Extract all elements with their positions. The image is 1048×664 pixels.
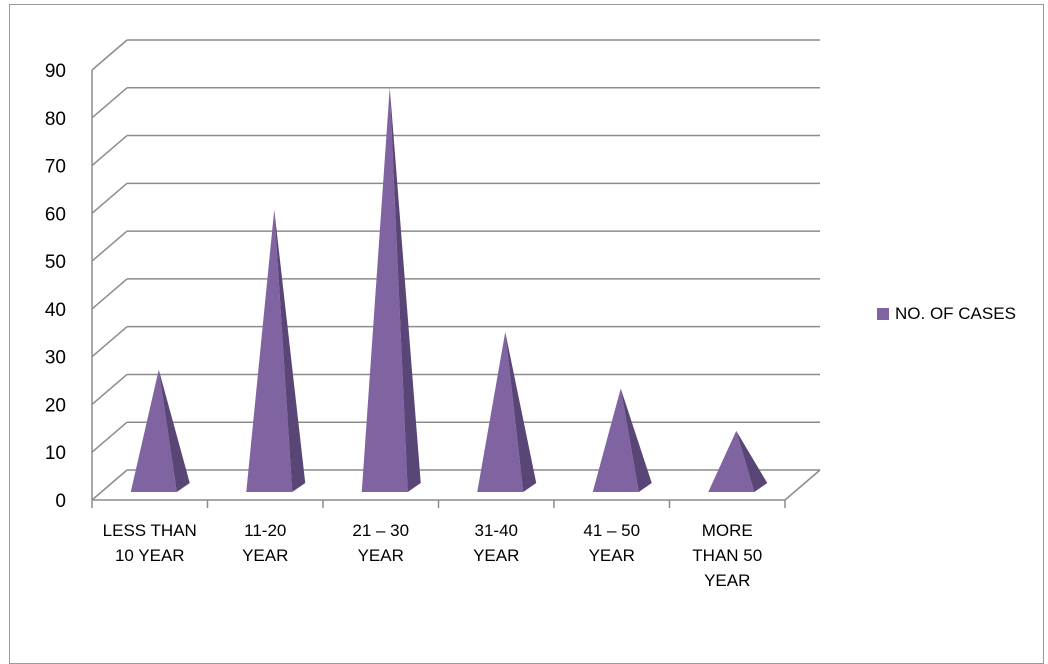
x-tick-label: LESS THAN xyxy=(103,521,197,540)
grid-depth-line xyxy=(91,421,128,453)
pyramid-side-face xyxy=(736,430,768,492)
y-tick-label: 70 xyxy=(45,157,66,178)
x-tick-label: 41 – 50 xyxy=(583,521,640,540)
pyramid-side-face xyxy=(620,388,652,492)
chart-frame xyxy=(9,4,1044,664)
floor-right-edge xyxy=(784,469,821,501)
y-tick-label: 80 xyxy=(45,109,66,130)
pyramid-front-face xyxy=(246,209,293,492)
legend-label: NO. OF CASES xyxy=(895,304,1016,323)
pyramid-side-face xyxy=(274,209,306,492)
x-tick-label: YEAR xyxy=(589,546,635,565)
y-tick-label: 60 xyxy=(45,204,66,225)
pyramid-chart: 0 10 20 30 40 50 60 70 80 90 LESS THAN 10 YEAR 11-20… xyxy=(45,39,821,590)
y-tick-label: 50 xyxy=(45,252,66,273)
legend-swatch xyxy=(877,308,889,320)
x-tick-label: YEAR xyxy=(704,571,750,590)
pyramid-side-face xyxy=(505,331,537,492)
grid-depth-line xyxy=(91,469,128,501)
grid-depth-line xyxy=(91,230,128,262)
x-tick-label: MORE xyxy=(702,521,753,540)
pyramid-side-face xyxy=(389,87,421,492)
y-tick-label: 20 xyxy=(45,395,66,416)
pyramid-front-face xyxy=(130,369,177,492)
y-tick-label: 90 xyxy=(45,61,66,82)
pyramid-front-face xyxy=(477,331,524,492)
x-tick-label: YEAR xyxy=(242,546,288,565)
y-tick-label: 0 xyxy=(55,491,66,512)
grid-depth-line xyxy=(91,373,128,406)
x-tick-label: THAN 50 xyxy=(692,546,762,565)
x-tick-label: YEAR xyxy=(358,546,404,565)
grid-depth-line xyxy=(91,39,128,71)
grid-depth-line xyxy=(91,278,128,310)
grid-depth-line xyxy=(91,326,128,358)
pyramid-front-face xyxy=(708,430,755,492)
grid-depth-line xyxy=(91,87,128,119)
y-tick-label: 10 xyxy=(45,443,66,464)
legend: NO. OF CASES xyxy=(877,304,1016,324)
pyramid-front-face xyxy=(592,388,639,492)
x-tick-label: 10 YEAR xyxy=(115,546,185,565)
grid-depth-line xyxy=(91,182,128,214)
x-tick-label: 21 – 30 xyxy=(352,521,409,540)
pyramid-side-face xyxy=(158,369,190,492)
y-tick-label: 40 xyxy=(45,300,66,321)
y-tick-label: 30 xyxy=(45,348,66,369)
x-tick-label: 11-20 xyxy=(244,521,286,540)
x-tick-label: YEAR xyxy=(473,546,519,565)
pyramid-front-face xyxy=(361,87,408,492)
grid-depth-line xyxy=(91,134,128,167)
x-tick-label: 31-40 xyxy=(475,521,518,540)
